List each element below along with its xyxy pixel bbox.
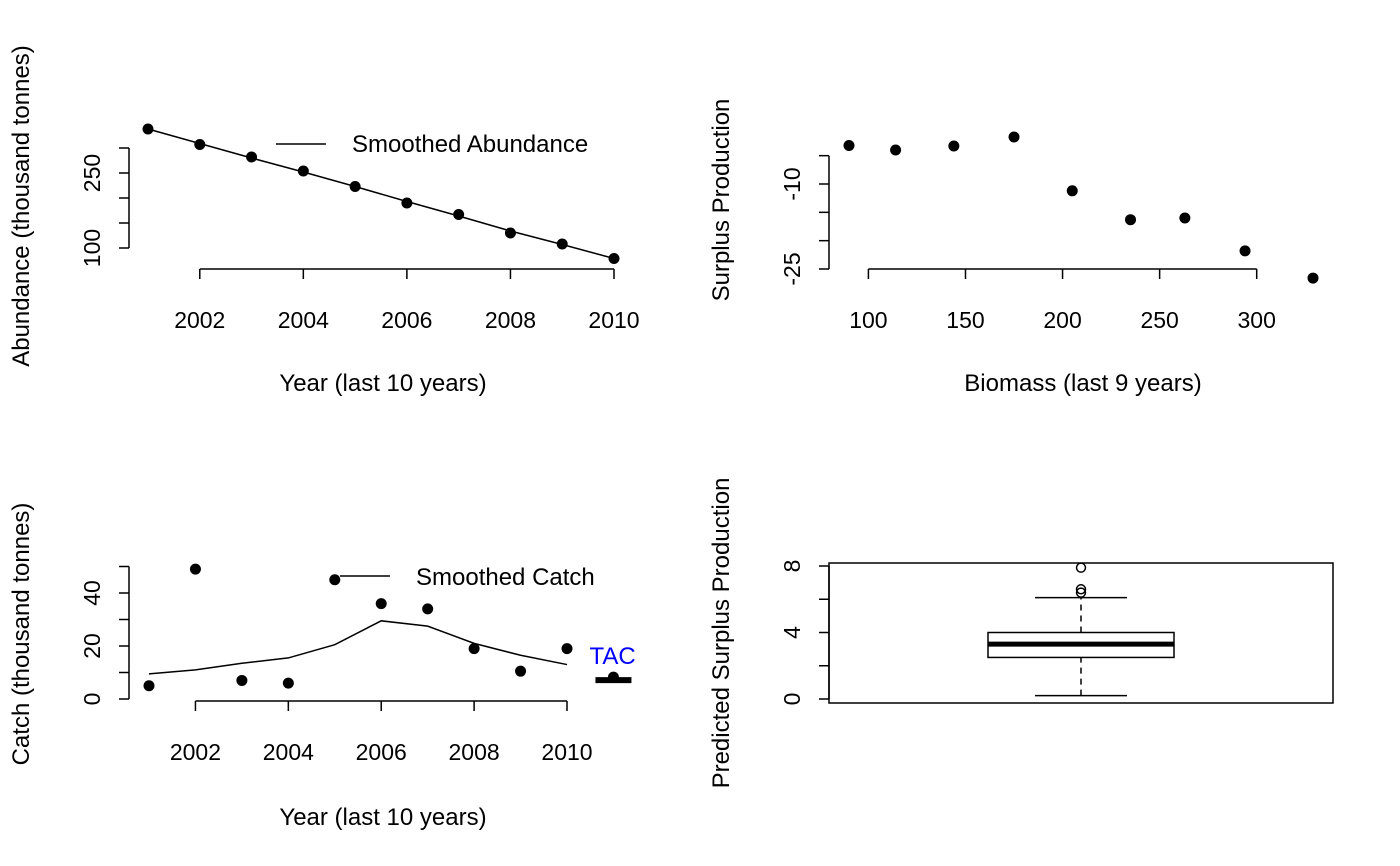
abundance-x-axis-label: Year (last 10 years) bbox=[279, 370, 486, 397]
catch-points bbox=[143, 563, 573, 692]
abundance-point bbox=[608, 253, 620, 264]
abundance-smoothed-line bbox=[147, 128, 615, 260]
surplus-x-tick-label: 250 bbox=[1140, 307, 1178, 333]
surplus-x-tick-label: 300 bbox=[1238, 307, 1276, 333]
catch-x-tick-label: 2004 bbox=[263, 739, 314, 765]
abundance-point bbox=[246, 151, 258, 163]
surplus-point bbox=[890, 144, 902, 156]
abundance-legend-label: Smoothed Abundance bbox=[352, 131, 588, 158]
catch-point bbox=[375, 598, 387, 610]
catch-smoothed-polyline bbox=[148, 620, 568, 675]
catch-point bbox=[189, 563, 201, 575]
surplus-point bbox=[1179, 212, 1191, 224]
abundance-axes: 2002 2004 2006 2008 2010 100 250 bbox=[79, 147, 640, 333]
catch-x-tick-label: 2002 bbox=[170, 739, 221, 765]
predicted-y-axis-label: Predicted Surplus Production bbox=[708, 478, 735, 789]
surplus-panel: 100 150 200 250 300 -25 -10 Biomass (last 9 ye… bbox=[708, 99, 1319, 397]
catch-x-axis-label: Year (last 10 years) bbox=[279, 804, 486, 831]
abundance-points bbox=[142, 123, 620, 264]
abundance-x-tick-label: 2006 bbox=[381, 307, 432, 333]
abundance-point bbox=[504, 227, 516, 239]
catch-y-tick-label: 20 bbox=[79, 633, 105, 659]
surplus-points bbox=[843, 131, 1319, 284]
catch-y-tick-label: 0 bbox=[79, 693, 105, 706]
catch-x-tick-label: 2010 bbox=[541, 739, 592, 765]
abundance-x-tick-label: 2004 bbox=[278, 307, 329, 333]
abundance-point bbox=[297, 165, 309, 177]
surplus-point bbox=[1066, 185, 1078, 197]
surplus-point bbox=[948, 140, 960, 152]
abundance-point bbox=[453, 209, 465, 220]
catch-point bbox=[236, 674, 248, 686]
predicted-axes: 0 4 8 bbox=[779, 560, 830, 706]
catch-point bbox=[515, 665, 527, 677]
catch-point bbox=[561, 643, 573, 655]
abundance-y-tick-label: 250 bbox=[79, 154, 105, 192]
abundance-point bbox=[401, 197, 413, 209]
surplus-y-tick-label: -25 bbox=[779, 252, 805, 285]
predicted-y-tick-label: 8 bbox=[779, 560, 805, 573]
catch-axes: 2002 2004 2006 2008 2010 0 20 40 bbox=[79, 565, 593, 765]
catch-legend-label: Smoothed Catch bbox=[416, 564, 595, 591]
abundance-y-tick-label: 100 bbox=[79, 229, 105, 267]
surplus-point bbox=[1125, 214, 1137, 226]
catch-point bbox=[468, 643, 480, 655]
tac-point bbox=[607, 671, 619, 683]
catch-x-tick-label: 2008 bbox=[449, 739, 500, 765]
surplus-y-tick-label: -10 bbox=[779, 167, 805, 200]
catch-point bbox=[422, 603, 434, 615]
surplus-point bbox=[843, 139, 855, 151]
catch-y-axis-label: Catch (thousand tonnes) bbox=[8, 503, 35, 766]
abundance-point bbox=[194, 139, 206, 150]
catch-point bbox=[143, 680, 155, 692]
predicted-y-tick-label: 4 bbox=[779, 626, 805, 639]
abundance-y-axis-label: Abundance (thousand tonnes) bbox=[8, 45, 35, 367]
surplus-x-tick-label: 100 bbox=[849, 307, 887, 333]
predicted-boxplot bbox=[987, 562, 1175, 697]
catch-panel: 2002 2004 2006 2008 2010 0 20 40 TAC Smoothed C… bbox=[8, 503, 636, 831]
predicted-outlier-point bbox=[1075, 587, 1087, 598]
abundance-point bbox=[349, 181, 361, 192]
surplus-point bbox=[1239, 245, 1251, 257]
catch-point bbox=[282, 677, 294, 689]
abundance-panel: 2002 2004 2006 2008 2010 100 250 Smoothed Abun… bbox=[8, 45, 640, 397]
predicted-y-tick-label: 0 bbox=[779, 693, 805, 706]
predicted-outlier-point bbox=[1075, 584, 1087, 595]
abundance-point bbox=[142, 123, 154, 135]
catch-y-tick-label: 40 bbox=[79, 580, 105, 606]
abundance-x-tick-label: 2008 bbox=[485, 307, 536, 333]
predicted-panel: 0 4 8 Predicted Surplus Production bbox=[708, 478, 1334, 789]
surplus-axes: 100 150 200 250 300 -25 -10 bbox=[779, 154, 1276, 333]
surplus-x-tick-label: 150 bbox=[946, 307, 984, 333]
catch-x-tick-label: 2006 bbox=[356, 739, 407, 765]
predicted-outlier-point bbox=[1075, 562, 1087, 573]
surplus-point bbox=[1307, 272, 1319, 284]
catch-smoothed-line bbox=[148, 620, 568, 675]
surplus-x-tick-label: 200 bbox=[1043, 307, 1081, 333]
catch-point bbox=[329, 574, 341, 586]
surplus-y-axis-label: Surplus Production bbox=[708, 99, 735, 302]
tac-label: TAC bbox=[589, 643, 635, 670]
surplus-point bbox=[1008, 131, 1020, 143]
abundance-x-tick-label: 2010 bbox=[588, 307, 639, 333]
surplus-x-axis-label: Biomass (last 9 years) bbox=[964, 370, 1201, 397]
abundance-x-tick-label: 2002 bbox=[174, 307, 225, 333]
abundance-smoothed-polyline bbox=[147, 128, 615, 260]
abundance-point bbox=[556, 238, 568, 250]
